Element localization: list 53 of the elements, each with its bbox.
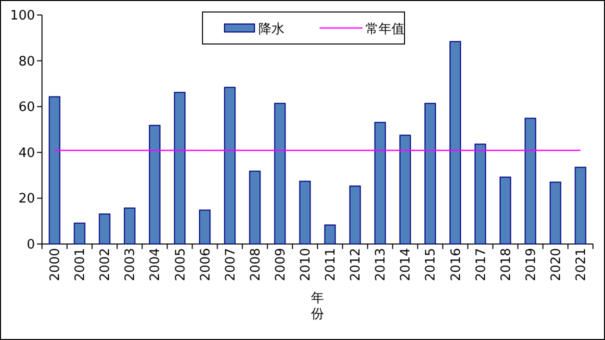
x-tick-label: 2018 xyxy=(498,248,514,282)
bar xyxy=(199,210,211,244)
x-tick-label: 2016 xyxy=(448,248,464,282)
x-axis-title: 年份 xyxy=(311,291,324,322)
x-tick-label: 2004 xyxy=(148,248,164,282)
x-tick-label: 2021 xyxy=(574,248,589,282)
x-tick-label: 2008 xyxy=(248,248,264,282)
x-tick-label: 2017 xyxy=(474,248,489,282)
bar xyxy=(424,102,436,244)
bar xyxy=(98,214,110,244)
x-tick-label: 2011 xyxy=(324,248,339,282)
bar xyxy=(224,86,236,244)
x-tick-label: 2009 xyxy=(273,248,288,282)
y-tick-label: 20 xyxy=(18,192,35,207)
bar xyxy=(148,124,160,244)
bar xyxy=(574,166,586,244)
x-tick-label: 2007 xyxy=(223,248,238,282)
bar xyxy=(349,186,361,244)
bar xyxy=(524,118,536,244)
y-tick-label: 0 xyxy=(26,238,35,252)
y-tick-label: 80 xyxy=(18,54,35,70)
x-tick-label: 2020 xyxy=(548,248,564,282)
x-tick-label: 2019 xyxy=(524,248,539,282)
bar xyxy=(374,122,386,244)
bar xyxy=(274,102,286,244)
x-tick-label: 2012 xyxy=(348,248,364,282)
bar xyxy=(474,144,486,244)
x-tick-label: 2010 xyxy=(298,248,314,282)
x-tick-label: 2003 xyxy=(123,248,138,282)
bar xyxy=(249,170,261,244)
bar xyxy=(324,224,336,244)
legend-label: 常年值 xyxy=(366,22,404,37)
y-tick-label: 100 xyxy=(10,8,35,24)
bar xyxy=(449,41,462,244)
x-tick-label: 2013 xyxy=(374,248,389,282)
bar xyxy=(399,134,411,244)
y-tick-label: 60 xyxy=(18,100,35,116)
bar xyxy=(74,222,86,244)
legend-label: 降水 xyxy=(258,22,284,37)
bar xyxy=(48,96,60,244)
bar xyxy=(174,92,186,244)
x-tick-label: 2001 xyxy=(73,248,88,282)
x-tick-label: 2006 xyxy=(198,248,214,282)
x-tick-label: 2014 xyxy=(398,248,414,282)
x-tick-label: 2002 xyxy=(98,248,114,282)
bar xyxy=(299,180,311,244)
bar xyxy=(550,182,562,244)
bar xyxy=(124,208,136,244)
bar xyxy=(500,176,512,244)
x-tick-label: 2005 xyxy=(173,248,188,282)
x-tick-label: 2000 xyxy=(48,248,64,282)
y-tick-label: 40 xyxy=(18,146,35,161)
x-tick-label: 2015 xyxy=(424,248,439,282)
